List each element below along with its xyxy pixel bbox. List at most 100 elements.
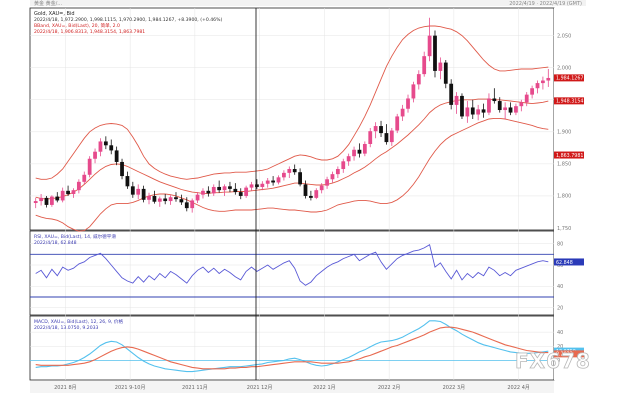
candle [535, 80, 540, 94]
candle [395, 113, 400, 134]
candle-body [389, 130, 394, 143]
candle-body [541, 80, 545, 84]
candle-body [49, 196, 54, 205]
candle [271, 176, 276, 186]
candle-body [120, 161, 124, 177]
candle-body [66, 190, 70, 195]
price-panel[interactable] [29, 7, 555, 231]
bollinger-upper-line [35, 25, 549, 180]
candle-body [379, 126, 383, 134]
candle [379, 120, 383, 137]
candle [519, 99, 524, 112]
candle-body [179, 199, 184, 203]
candle-body [373, 126, 378, 132]
candle [276, 175, 281, 185]
candle [87, 156, 92, 178]
candle [125, 171, 130, 189]
candle [190, 198, 195, 213]
candle-body [476, 109, 481, 115]
candle [530, 85, 535, 99]
candle-body [228, 186, 232, 189]
candle [400, 104, 405, 121]
bband-lower-tag-bg [554, 151, 584, 159]
y-tick-label: 40 [557, 330, 563, 336]
candle-body [487, 98, 491, 113]
panel-frames [29, 7, 586, 381]
macd-line [35, 320, 549, 373]
candle-body [249, 184, 254, 188]
candle [49, 195, 54, 207]
candle-body [71, 190, 76, 195]
candle-body [330, 174, 335, 180]
candle [503, 102, 508, 119]
candle [217, 180, 222, 193]
candle-body [141, 188, 146, 200]
last-price-tag: 1,984.1267 [556, 76, 583, 82]
candle [66, 185, 70, 196]
candle [481, 103, 486, 118]
candle [265, 177, 270, 188]
macd-legend: MACD, XAU=, Bid(Last), 12, 26, 9, 价格 202… [34, 318, 123, 331]
candle-body [184, 202, 189, 209]
y-tick-label: 40 [557, 284, 563, 290]
candle [292, 164, 297, 175]
candle-body [298, 172, 302, 185]
rsi-panel[interactable] [29, 230, 555, 316]
candle [93, 148, 97, 164]
candle [497, 97, 502, 113]
candle [211, 184, 216, 196]
price-legend-ohlc: 2022/4/18, 1,972.2900, 1,998.1115, 1,970… [34, 17, 222, 23]
candle-body [384, 133, 389, 143]
candle [341, 158, 346, 173]
reference-lines [30, 253, 554, 361]
candle [152, 190, 157, 204]
candle-body [190, 200, 195, 209]
candle-body [211, 186, 216, 194]
candle-body [357, 149, 362, 154]
macd-signal-line [35, 326, 549, 370]
candle-body [265, 180, 270, 184]
candle-body [292, 169, 297, 173]
candle-body [443, 62, 448, 84]
macd-title: MACD, XAU=, Bid(Last), 12, 26, 9, 价格 [34, 318, 123, 325]
candle-body [325, 179, 329, 186]
price-title: Gold, XAU=, Bid [34, 11, 75, 17]
y-axis-labels: 2,0502,0001,9501,9001,8501,8001,75080604… [557, 33, 571, 364]
candle-body [222, 186, 227, 191]
window-title: 黄金 黄金/... [34, 0, 62, 7]
candle-body [93, 151, 97, 159]
candle-body [481, 109, 486, 113]
candle-body [519, 102, 524, 107]
candle [201, 188, 205, 199]
candle-body [465, 107, 470, 117]
candle [314, 188, 319, 200]
bband-lower-tag: 1,863.7981 [556, 153, 583, 159]
candle [470, 99, 475, 119]
x-tick-label: 2021 9-10月 [115, 385, 146, 391]
candle-body [201, 190, 205, 195]
candle-body [195, 194, 200, 201]
candle [76, 179, 81, 194]
candle-body [470, 107, 475, 115]
x-tick-label: 2021 8月 [54, 385, 77, 391]
candle [524, 92, 529, 107]
y-tick-label: 60 [557, 263, 563, 269]
rsi-value-label: 2022/4/18, 62.848 [34, 240, 77, 246]
candle-body [524, 94, 529, 103]
price-tags: 1,984.12671,948.31541,863.798162.84813.0… [554, 74, 584, 358]
candle-body [438, 62, 443, 71]
macd-panel[interactable] [29, 315, 555, 381]
candle [184, 197, 189, 212]
candle [460, 93, 464, 119]
bband-legend: BBand, XAU=, Bid(Last), 20, 简单, 2.0 [34, 22, 120, 29]
y-tick-label: 2,000 [557, 66, 571, 72]
candle-body [406, 98, 410, 109]
candle-body [87, 158, 92, 175]
candle [98, 138, 103, 157]
candle-body [103, 141, 108, 146]
candle-body [163, 198, 168, 202]
candle [335, 166, 340, 178]
candle-body [433, 35, 437, 71]
candle [406, 94, 410, 113]
